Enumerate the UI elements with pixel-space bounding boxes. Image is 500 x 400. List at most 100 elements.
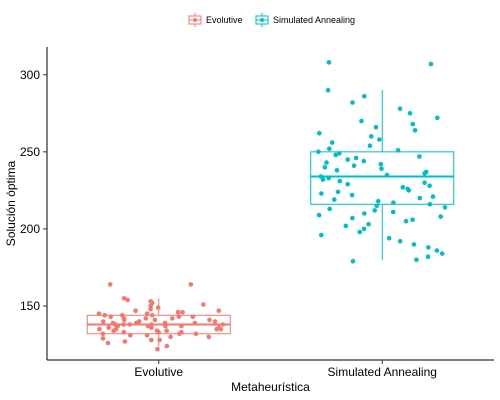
y-axis-title: Solución óptima [4, 160, 18, 246]
data-point [216, 308, 222, 314]
data-point [193, 331, 199, 337]
data-point [442, 205, 448, 210]
data-point [327, 146, 332, 152]
axes [46, 47, 494, 361]
data-point [149, 313, 155, 318]
data-point [144, 311, 150, 317]
data-point [128, 333, 133, 338]
data-point [329, 140, 335, 145]
data-point [216, 325, 222, 330]
data-point [201, 302, 206, 307]
legend-key-point [260, 18, 264, 22]
data-point [361, 158, 367, 164]
data-point [316, 212, 322, 218]
data-point [322, 165, 328, 170]
data-point [369, 134, 374, 139]
legend-label: Simulated Annealing [273, 15, 355, 25]
data-point [430, 194, 436, 199]
data-point [324, 160, 329, 165]
legend: Evolutive Simulated Annealing [188, 13, 355, 27]
data-point [148, 299, 153, 304]
data-point [407, 111, 413, 116]
box-simulated-annealing [310, 90, 455, 260]
legend-item-evolutive: Evolutive [188, 13, 243, 27]
y-tick-label: 200 [20, 222, 40, 236]
data-point [378, 161, 384, 167]
data-point [423, 169, 429, 175]
data-point [168, 334, 173, 340]
legend-label: Evolutive [206, 15, 243, 25]
data-point [361, 226, 367, 232]
data-point [127, 322, 133, 327]
data-point [427, 202, 433, 207]
data-point [373, 124, 379, 130]
data-point [427, 183, 432, 189]
data-point [326, 60, 332, 65]
data-point [426, 245, 431, 250]
data-point [120, 313, 125, 318]
data-point [350, 259, 356, 264]
data-point [357, 229, 363, 235]
data-point [362, 211, 367, 216]
data-point [318, 174, 324, 179]
legend-key-point [193, 18, 197, 22]
data-point [212, 319, 218, 324]
data-point [345, 157, 351, 162]
data-point [397, 239, 403, 244]
data-point [366, 222, 371, 227]
data-point [403, 218, 409, 224]
data-point [136, 319, 142, 324]
data-point [106, 325, 111, 330]
x-axis-title: Metaheurística [231, 380, 310, 394]
box-iqr [310, 151, 455, 205]
data-point [190, 314, 196, 320]
data-point [326, 175, 332, 181]
data-point [107, 282, 113, 287]
data-point [350, 215, 355, 221]
data-point [108, 314, 113, 320]
data-point [170, 316, 175, 321]
data-point [105, 340, 111, 346]
data-point [367, 143, 373, 148]
data-point [397, 106, 403, 111]
data-point [143, 316, 149, 321]
data-point [405, 186, 410, 192]
data-point [155, 346, 160, 352]
data-point [319, 191, 324, 196]
data-point [412, 128, 418, 133]
data-point [414, 257, 419, 263]
data-point [101, 319, 106, 324]
data-point [121, 296, 127, 301]
data-point [434, 248, 440, 253]
data-point [317, 131, 322, 136]
data-point [97, 326, 102, 332]
data-point [96, 311, 102, 317]
data-point [345, 181, 351, 187]
data-point [439, 251, 445, 256]
data-point [164, 328, 169, 334]
x-tick-label: Evolutive [134, 365, 183, 379]
data-point [417, 154, 422, 159]
data-point [332, 197, 337, 202]
data-point [102, 313, 107, 318]
data-point [327, 206, 333, 212]
x-tick-label: Simulated Annealing [328, 365, 437, 379]
data-point [376, 198, 381, 204]
data-point [390, 209, 396, 215]
data-point [162, 320, 168, 326]
data-point [325, 87, 331, 93]
data-point [400, 185, 406, 190]
data-point [154, 328, 160, 334]
data-point [144, 333, 150, 338]
data-point [125, 297, 130, 303]
data-point [337, 178, 343, 184]
data-point [180, 309, 185, 315]
data-point [335, 189, 341, 195]
data-point [391, 200, 396, 205]
data-point [145, 323, 151, 329]
data-point [384, 172, 390, 178]
data-point [121, 322, 126, 327]
y-tick-label: 250 [20, 145, 40, 159]
data-point [350, 100, 355, 105]
